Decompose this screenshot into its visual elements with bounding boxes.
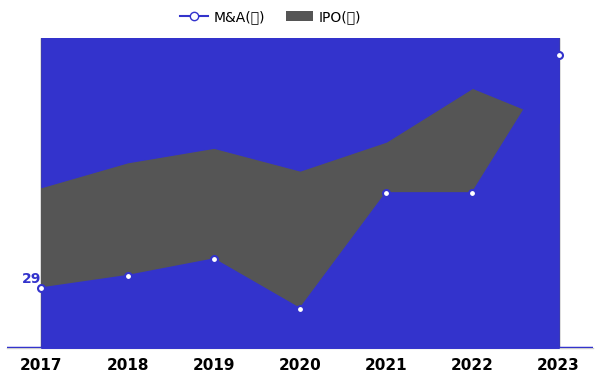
Legend: M&A(건), IPO(건): M&A(건), IPO(건) — [175, 5, 367, 30]
Text: 29: 29 — [22, 272, 41, 286]
